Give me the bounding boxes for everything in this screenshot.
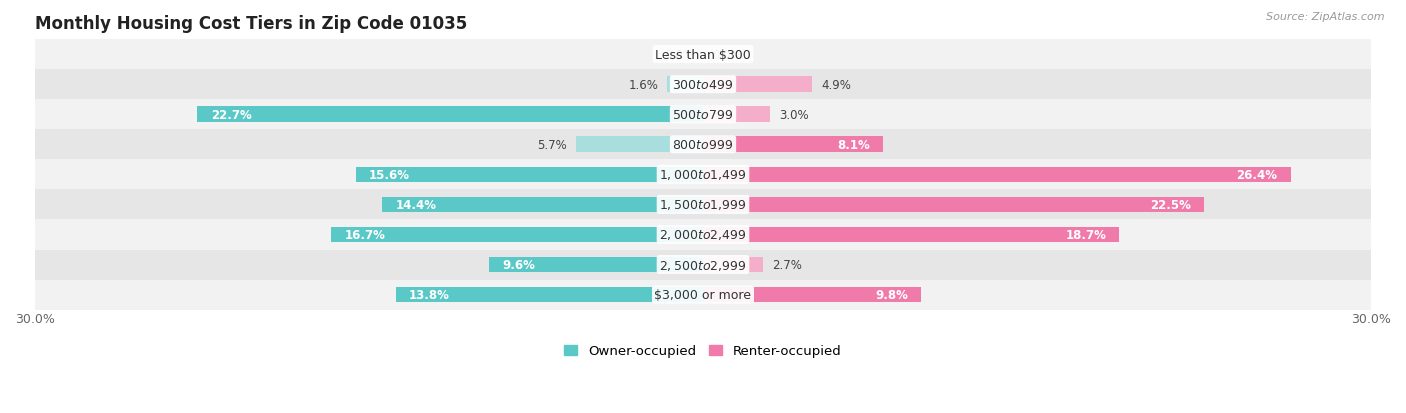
Bar [703,257,763,273]
Bar [35,280,1371,310]
Text: $1,500 to $1,999: $1,500 to $1,999 [659,198,747,212]
Text: 4.9%: 4.9% [821,78,851,91]
Text: 14.4%: 14.4% [395,198,437,211]
Text: Less than $300: Less than $300 [655,48,751,62]
Text: $2,500 to $2,999: $2,500 to $2,999 [659,258,747,272]
Text: 22.5%: 22.5% [1150,198,1191,211]
Bar [35,100,1371,130]
Text: 13.8%: 13.8% [409,288,450,301]
Bar [35,130,1371,160]
Bar [382,197,703,213]
Bar [356,167,703,183]
Bar [35,220,1371,250]
Text: 16.7%: 16.7% [344,228,385,241]
Text: 5.7%: 5.7% [537,138,567,152]
Bar [35,250,1371,280]
Text: $300 to $499: $300 to $499 [672,78,734,91]
Bar [35,160,1371,190]
Text: $2,000 to $2,499: $2,000 to $2,499 [659,228,747,242]
Bar [703,137,883,153]
Text: 8.1%: 8.1% [837,138,870,152]
Legend: Owner-occupied, Renter-occupied: Owner-occupied, Renter-occupied [560,339,846,363]
Text: 9.8%: 9.8% [875,288,908,301]
Bar [703,77,813,93]
Bar [668,77,703,93]
Bar [576,137,703,153]
Text: $1,000 to $1,499: $1,000 to $1,499 [659,168,747,182]
Bar [35,40,1371,70]
Bar [35,190,1371,220]
Bar [703,107,770,123]
Text: Monthly Housing Cost Tiers in Zip Code 01035: Monthly Housing Cost Tiers in Zip Code 0… [35,15,467,33]
Bar [703,287,921,303]
Text: 3.0%: 3.0% [779,109,808,121]
Bar [703,227,1119,243]
Text: $3,000 or more: $3,000 or more [655,288,751,301]
Text: 22.7%: 22.7% [211,109,252,121]
Text: $500 to $799: $500 to $799 [672,109,734,121]
Text: 0.0%: 0.0% [711,48,741,62]
Bar [703,167,1291,183]
Text: 2.7%: 2.7% [772,259,801,271]
Bar [489,257,703,273]
Text: Source: ZipAtlas.com: Source: ZipAtlas.com [1267,12,1385,22]
Bar [35,70,1371,100]
Text: 9.6%: 9.6% [502,259,536,271]
Bar [197,107,703,123]
Bar [395,287,703,303]
Text: 18.7%: 18.7% [1066,228,1107,241]
Text: 15.6%: 15.6% [368,169,411,181]
Text: 1.6%: 1.6% [628,78,658,91]
Text: 0.0%: 0.0% [665,48,695,62]
Bar [703,197,1204,213]
Text: $800 to $999: $800 to $999 [672,138,734,152]
Text: 26.4%: 26.4% [1236,169,1278,181]
Bar [330,227,703,243]
